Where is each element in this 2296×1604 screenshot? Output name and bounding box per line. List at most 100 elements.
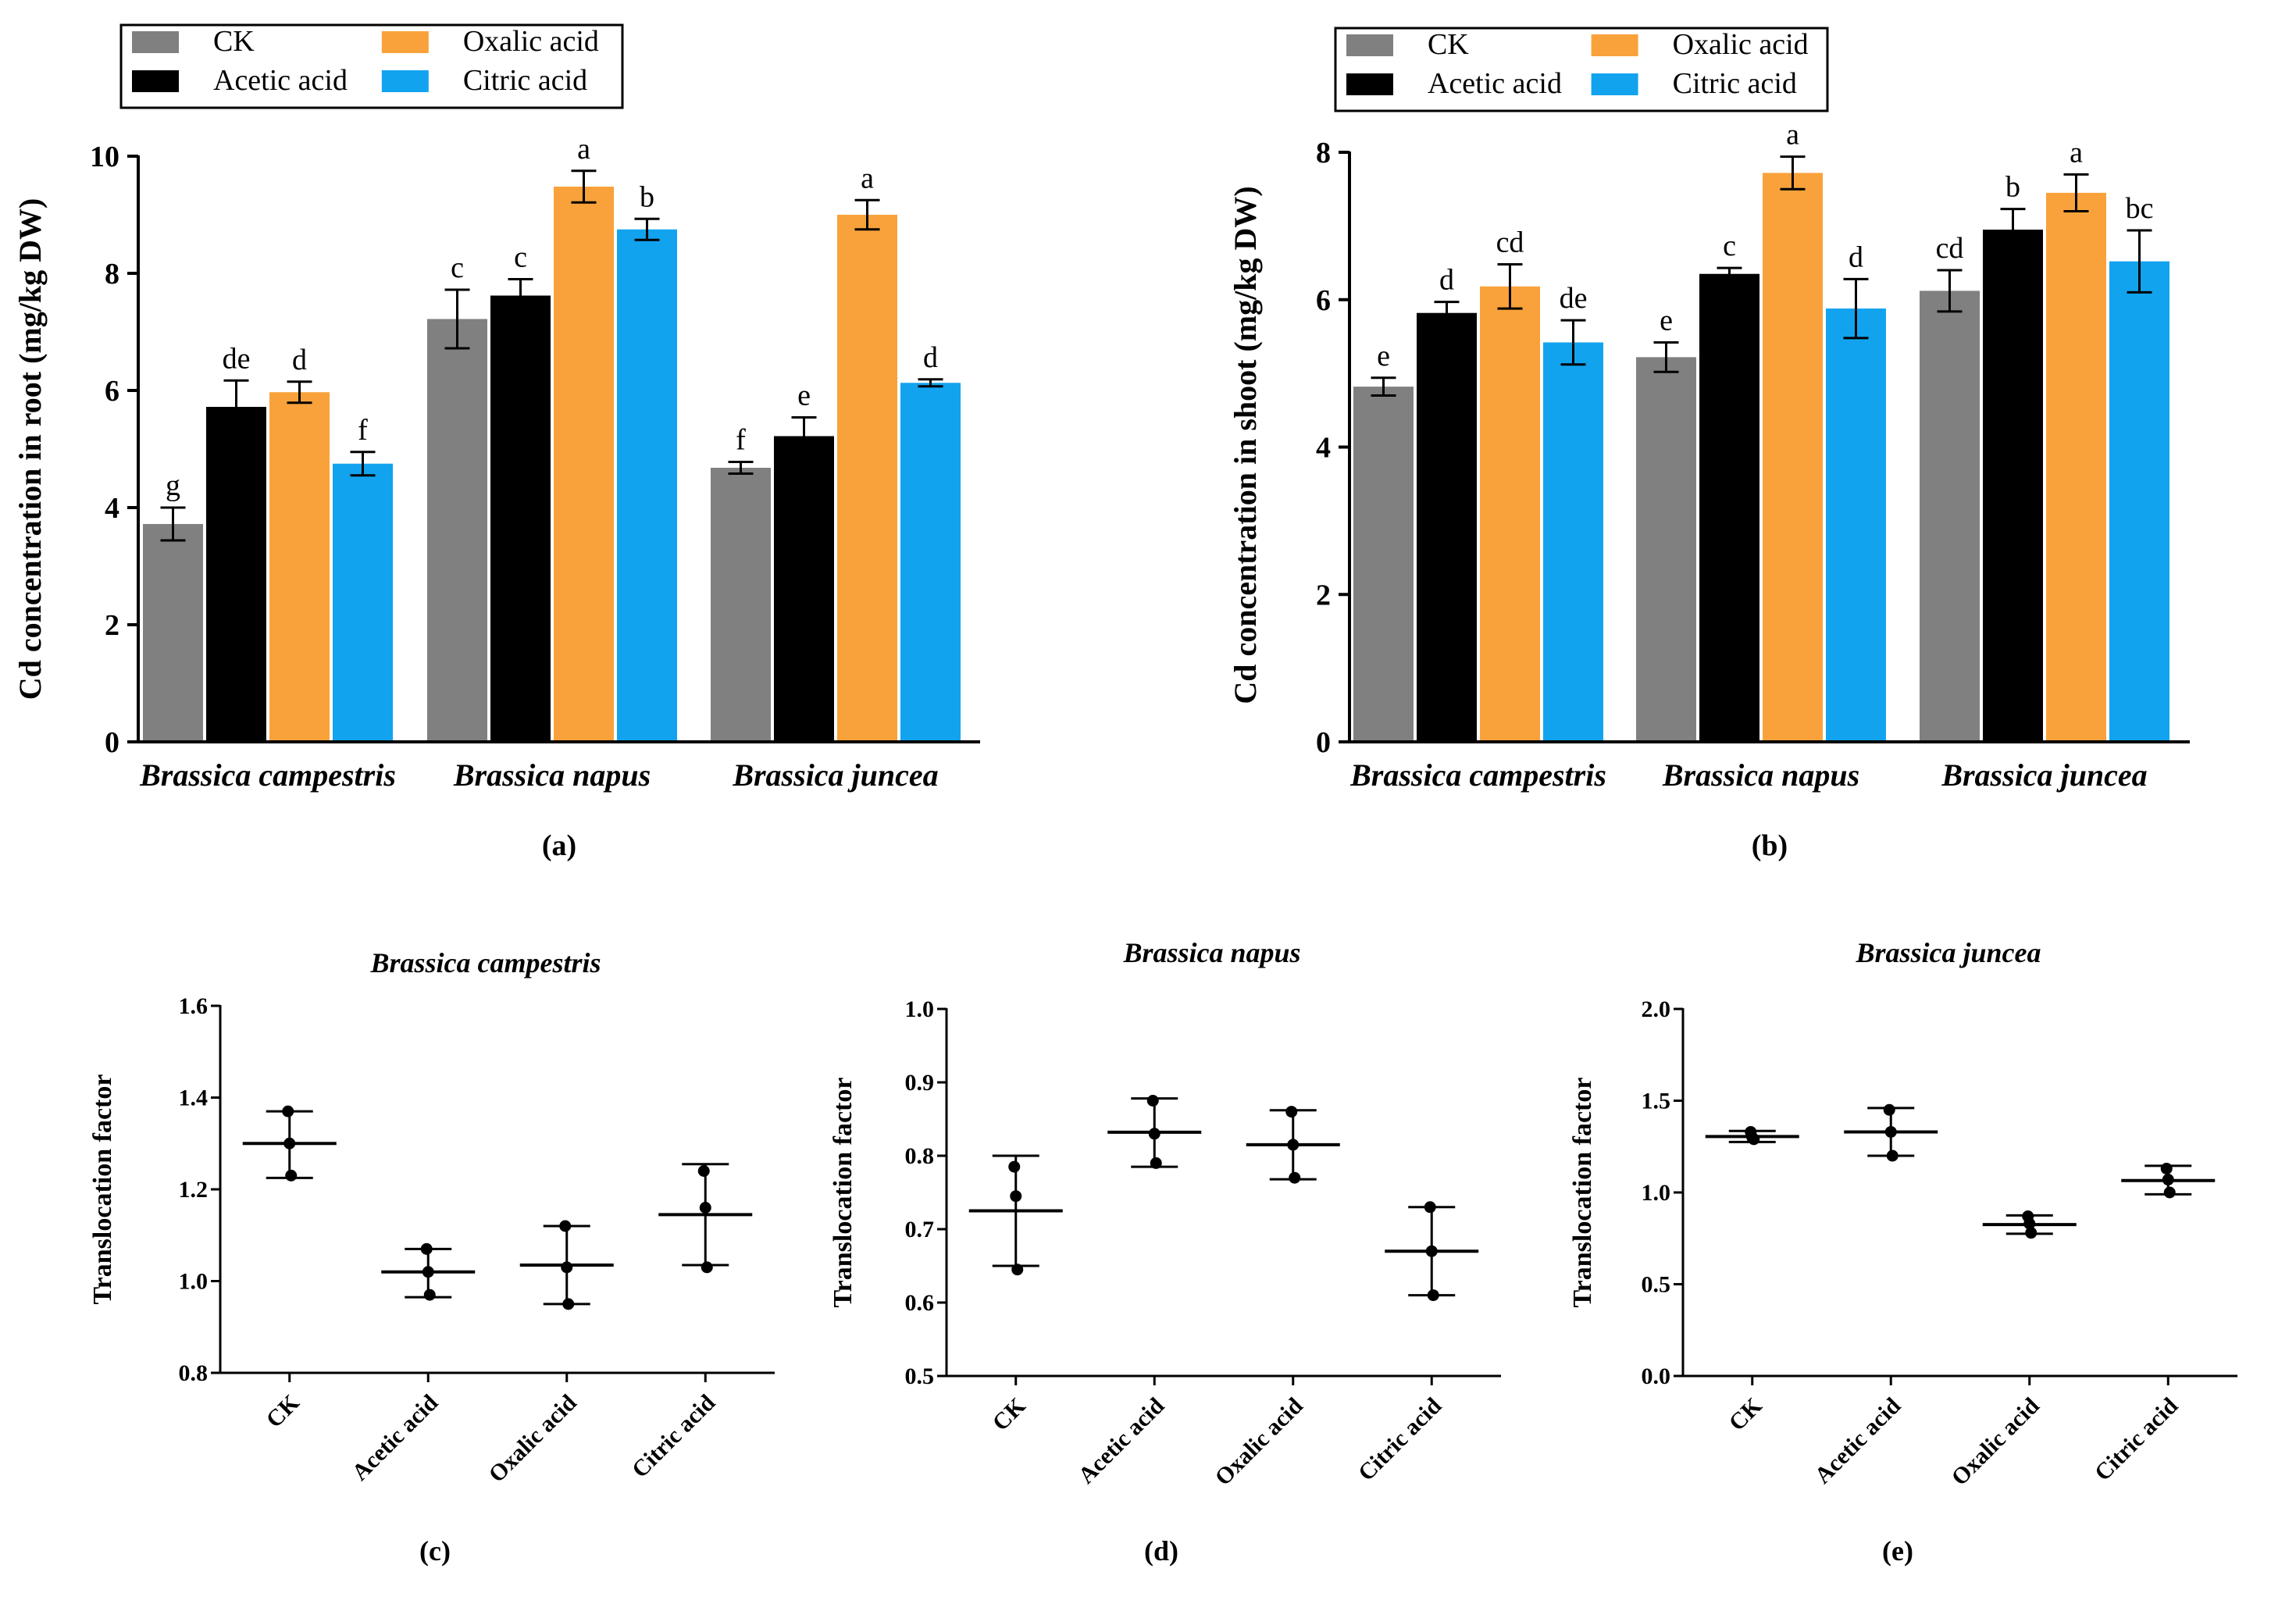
x-category-label: Brassica napus bbox=[453, 757, 651, 793]
data-point-0-0 bbox=[1008, 1160, 1021, 1173]
error-bar-acetic-2 bbox=[791, 416, 817, 456]
legend-label-CK: CK bbox=[213, 25, 255, 58]
legend-b: CK Acetic acid Oxalic acid Citric acid bbox=[1334, 27, 1829, 112]
error-bar-oxalic-2 bbox=[854, 198, 880, 231]
legend-frame bbox=[1334, 27, 1829, 112]
y-tick-label: 0.7 bbox=[905, 1217, 935, 1242]
bar-oxalic-1 bbox=[554, 187, 614, 742]
data-point-3-0 bbox=[1424, 1201, 1436, 1214]
data-point-1-0 bbox=[1883, 1103, 1895, 1116]
error-bar-citric-0 bbox=[350, 451, 376, 477]
bar-acetic-1 bbox=[490, 295, 551, 742]
data-point-2-2 bbox=[562, 1298, 575, 1310]
legend-label-acetic: Acetic acid bbox=[213, 64, 348, 97]
data-point-3-1 bbox=[1425, 1245, 1438, 1257]
legend-swatch-citric bbox=[381, 70, 429, 92]
chart-title: Brassica napus bbox=[1122, 937, 1300, 968]
significance-letter-CK-2: cd bbox=[1936, 232, 1964, 265]
panel-label: (e) bbox=[1882, 1535, 1913, 1567]
significance-letter-acetic-1: c bbox=[514, 241, 527, 274]
data-point-2-0 bbox=[1285, 1106, 1298, 1118]
y-tick-label: 10 bbox=[90, 141, 119, 173]
y-tick-label: 0.6 bbox=[905, 1290, 935, 1316]
bar-acetic-2 bbox=[774, 436, 834, 742]
data-point-2-2 bbox=[2025, 1227, 2038, 1239]
data-point-1-0 bbox=[1146, 1095, 1159, 1107]
error-bar-oxalic-0 bbox=[287, 380, 312, 405]
bar-CK-0 bbox=[1353, 387, 1414, 742]
data-point-0-2 bbox=[1011, 1264, 1024, 1276]
error-bar-oxalic-1 bbox=[1780, 155, 1806, 191]
y-tick-label: 0 bbox=[1316, 726, 1331, 759]
legend-label-CK: CK bbox=[1428, 28, 1469, 61]
y-tick-label: 0.9 bbox=[905, 1070, 935, 1096]
data-point-0-1 bbox=[283, 1137, 296, 1150]
error-bar-acetic-2 bbox=[2000, 208, 2026, 252]
y-tick-label: 1.4 bbox=[179, 1085, 209, 1111]
y-tick-label: 2 bbox=[105, 609, 119, 642]
chart-b: 0 2 4 6 8 Cd concentration in shoot (mg/kg DW… bbox=[1228, 119, 2190, 862]
bar-acetic-0 bbox=[1417, 312, 1477, 742]
x-category-label: Brassica napus bbox=[1662, 757, 1859, 793]
legend-label-citric: Citric acid bbox=[1673, 67, 1797, 100]
y-tick-label: 1.0 bbox=[905, 996, 935, 1022]
data-point-2-1 bbox=[2023, 1217, 2036, 1230]
data-point-3-1 bbox=[2162, 1174, 2174, 1186]
significance-letter-oxalic-2: a bbox=[2070, 136, 2083, 169]
error-bar-CK-2 bbox=[728, 461, 754, 475]
data-point-0-2 bbox=[285, 1169, 298, 1182]
data-point-1-1 bbox=[1148, 1128, 1160, 1140]
y-tick-label: 1.5 bbox=[1642, 1089, 1671, 1114]
significance-letter-oxalic-2: a bbox=[861, 162, 874, 194]
data-point-3-1 bbox=[699, 1202, 711, 1214]
significance-letter-oxalic-0: cd bbox=[1496, 226, 1524, 258]
significance-letter-acetic-2: e bbox=[797, 380, 811, 412]
error-bar-citric-2 bbox=[918, 378, 943, 388]
x-category-label: Brassica campestris bbox=[139, 757, 396, 793]
y-tick-label: 1.6 bbox=[179, 993, 209, 1019]
error-bar-citric-1 bbox=[1843, 277, 1869, 340]
y-axis-label: Translocation factor bbox=[88, 1075, 117, 1305]
y-tick-label: 0 bbox=[105, 726, 119, 759]
bar-acetic-1 bbox=[1699, 273, 1759, 742]
significance-letter-citric-2: bc bbox=[2126, 192, 2154, 225]
chart-title: Brassica campestris bbox=[369, 947, 601, 978]
legend-swatch-CK bbox=[132, 31, 179, 53]
y-tick-label: 1.0 bbox=[179, 1269, 209, 1295]
legend-swatch-acetic bbox=[1346, 73, 1393, 95]
significance-letter-citric-2: d bbox=[923, 341, 938, 374]
legend-swatch-CK bbox=[1346, 34, 1393, 56]
significance-letter-CK-1: e bbox=[1660, 304, 1673, 337]
significance-letter-acetic-0: d bbox=[1439, 264, 1454, 297]
data-point-3-2 bbox=[1427, 1289, 1439, 1302]
bar-oxalic-2 bbox=[837, 215, 897, 742]
data-point-2-2 bbox=[1289, 1171, 1301, 1184]
data-point-1-2 bbox=[423, 1289, 436, 1301]
bar-acetic-2 bbox=[1983, 230, 2043, 742]
y-axis-label: Cd concentration in shoot (mg/kg DW) bbox=[1228, 186, 1263, 704]
panel-label: (a) bbox=[542, 829, 576, 862]
significance-letter-citric-1: d bbox=[1849, 241, 1863, 273]
legend-a: CK Acetic acid Oxalic acid Citric acid bbox=[119, 23, 624, 109]
bar-oxalic-0 bbox=[269, 392, 330, 742]
y-tick-label: 1.2 bbox=[179, 1177, 209, 1203]
y-tick-label: 2.0 bbox=[1642, 996, 1671, 1022]
legend-frame bbox=[119, 23, 624, 109]
error-bar-CK-0 bbox=[1371, 376, 1396, 397]
data-point-0-1 bbox=[1010, 1190, 1022, 1203]
significance-letter-citric-0: de bbox=[1560, 282, 1588, 315]
error-bar-oxalic-2 bbox=[2063, 173, 2089, 212]
significance-letter-CK-2: f bbox=[736, 424, 746, 457]
legend-swatch-oxalic bbox=[1591, 34, 1638, 56]
error-bar-acetic-0 bbox=[1434, 301, 1460, 326]
panel-label: (b) bbox=[1752, 829, 1788, 862]
legend-swatch-oxalic bbox=[381, 31, 429, 53]
x-category-label: Brassica juncea bbox=[732, 757, 938, 793]
bar-citric-2 bbox=[2109, 261, 2169, 742]
panel-label: (c) bbox=[419, 1535, 451, 1567]
data-point-1-1 bbox=[422, 1266, 434, 1278]
bar-oxalic-0 bbox=[1480, 286, 1540, 742]
x-category-label: Brassica campestris bbox=[1349, 757, 1606, 793]
error-bar-oxalic-1 bbox=[571, 169, 597, 204]
